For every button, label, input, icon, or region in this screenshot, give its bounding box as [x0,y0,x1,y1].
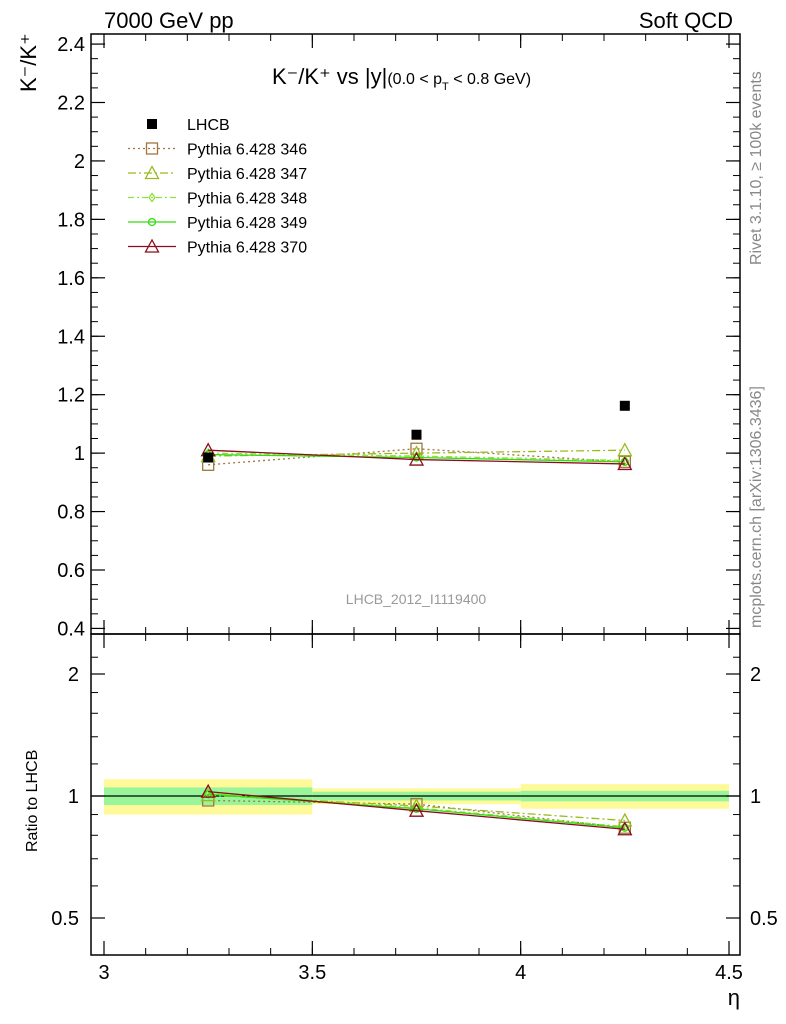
analysis-label: LHCB_2012_I1119400 [346,591,487,607]
legend-marker-data [147,119,157,129]
series-line-main [208,453,625,463]
legend-label: Pythia 6.428 348 [187,191,307,208]
main-ytick-label: 2 [74,151,85,173]
series-point-ratio [620,823,629,832]
series-point-main [408,445,425,460]
x-axis-label: η [728,985,740,1010]
main-ytick-label: 2.4 [57,34,85,56]
legend-marker [147,217,157,227]
data-point [411,429,422,440]
series-line-main [208,449,625,465]
ratio-ylabel: Ratio to LHCB [24,750,41,852]
series-line-ratio [208,793,625,829]
ratio-ytick-label: 0.5 [51,908,79,930]
main-ytick-label: 1.4 [57,326,85,348]
data-point [619,400,630,411]
xtick-label: 4 [515,962,526,984]
legend: LHCB Pythia 6.428 346 Pythia 6.428 347 Pyth… [128,117,307,257]
mcplots-label: mcplots.cern.ch [arXiv:1306.3436] [748,386,765,628]
ratio-frame [90,633,741,956]
ratio-ytick-label-right: 2 [750,664,761,686]
main-ytick-label: 0.6 [57,560,85,582]
main-ytick-label: 1.6 [57,268,85,290]
series-point-ratio [200,783,216,798]
xtick-label: 4.5 [715,962,743,984]
main-ytick-label: 0.8 [57,502,85,524]
plot-title-sub: (0.0 < p [387,71,442,88]
main-ytick-label: 1.8 [57,209,85,231]
main-ytick-label: 1.2 [57,385,85,407]
plot-title-main: K⁻/K⁺ vs |y| [272,64,387,89]
axes: 0.4 0.6 0.8 1 1.2 1.4 1.6 1.8 2 2.2 2.4 0.5 0.5 1 1 2 2 3… [51,33,778,984]
series-point-ratio [617,821,633,836]
data-point [203,452,214,463]
series-point-main [408,451,425,466]
legend-label-data: LHCB [187,117,230,134]
main-ylabel: K⁻/K⁺ [16,33,41,92]
plot-title-sub-end: < 0.8 GeV) [449,71,531,88]
ratio-ytick-label-right: 0.5 [750,908,778,930]
legend-label: Pythia 6.428 349 [187,215,307,232]
legend-marker [145,142,159,155]
xtick-label: 3.5 [298,962,326,984]
legend-label: Pythia 6.428 370 [187,240,307,257]
legend-marker [148,192,156,203]
series-point-main [617,456,633,471]
plot-title-sub-t: T [442,81,449,93]
main-ytick-label: 1 [74,443,85,465]
rivet-label: Rivet 3.1.10, ≥ 100k events [748,71,765,265]
plot-title: K⁻/K⁺ vs |y|(0.0 < pT < 0.8 GeV) [272,64,531,93]
legend-marker [144,165,160,180]
ratio-ytick-label: 2 [68,664,79,686]
main-ytick-label: 2.2 [57,93,85,115]
ratio-ytick-label: 1 [68,786,79,808]
header-left: 7000 GeV pp [104,8,234,33]
series-group [200,400,633,836]
xtick-label: 3 [98,962,109,984]
legend-label: Pythia 6.428 346 [187,142,307,159]
series-point-ratio [617,812,633,827]
legend-label: Pythia 6.428 347 [187,166,307,183]
series-point-ratio [408,802,425,817]
main-ytick-label: 0.4 [57,618,85,640]
series-line-ratio [208,791,625,830]
header-right: Soft QCD [639,8,733,33]
legend-marker [144,238,160,253]
ratio-ytick-label-right: 1 [750,786,761,808]
